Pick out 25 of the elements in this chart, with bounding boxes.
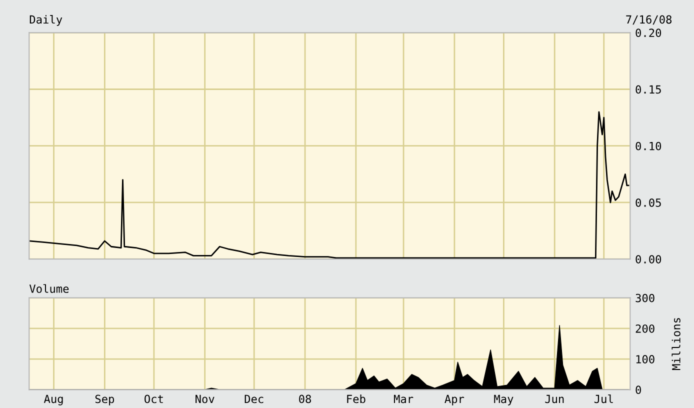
y-tick-label: 0.00 xyxy=(636,255,662,264)
x-tick-label: Jun xyxy=(545,394,564,404)
x-tick-label: Oct xyxy=(144,394,163,404)
x-tick-label: 08 xyxy=(299,394,311,404)
y-tick-label: 200 xyxy=(636,324,654,333)
chart-title: Volume xyxy=(29,284,69,293)
chart-title: Daily xyxy=(30,15,62,26)
x-tick-label: Nov xyxy=(196,394,214,404)
y-tick-label: 0.20 xyxy=(636,28,662,38)
x-tick-label: Aug xyxy=(44,394,63,406)
x-tick-label: Sep xyxy=(95,394,114,406)
y-tick-label: 300 xyxy=(636,294,654,302)
text: 7/16/08 xyxy=(626,15,672,25)
y-tick-label: 0.15 xyxy=(636,85,661,94)
x-tick-label: May xyxy=(494,394,514,406)
y-tick-label: 100 xyxy=(636,355,654,364)
y-axis-title: Millions xyxy=(672,318,680,370)
x-tick-label: Feb xyxy=(347,394,366,404)
x-tick-label: Apr xyxy=(444,394,464,406)
y-tick-label: 0.05 xyxy=(636,198,661,207)
x-tick-label: Mar xyxy=(394,394,414,404)
y-tick-label: 0 xyxy=(636,386,641,394)
y-tick-label: 0.10 xyxy=(636,142,662,150)
x-tick-label: Jul xyxy=(594,394,613,404)
x-tick-label: Dec xyxy=(244,394,264,404)
